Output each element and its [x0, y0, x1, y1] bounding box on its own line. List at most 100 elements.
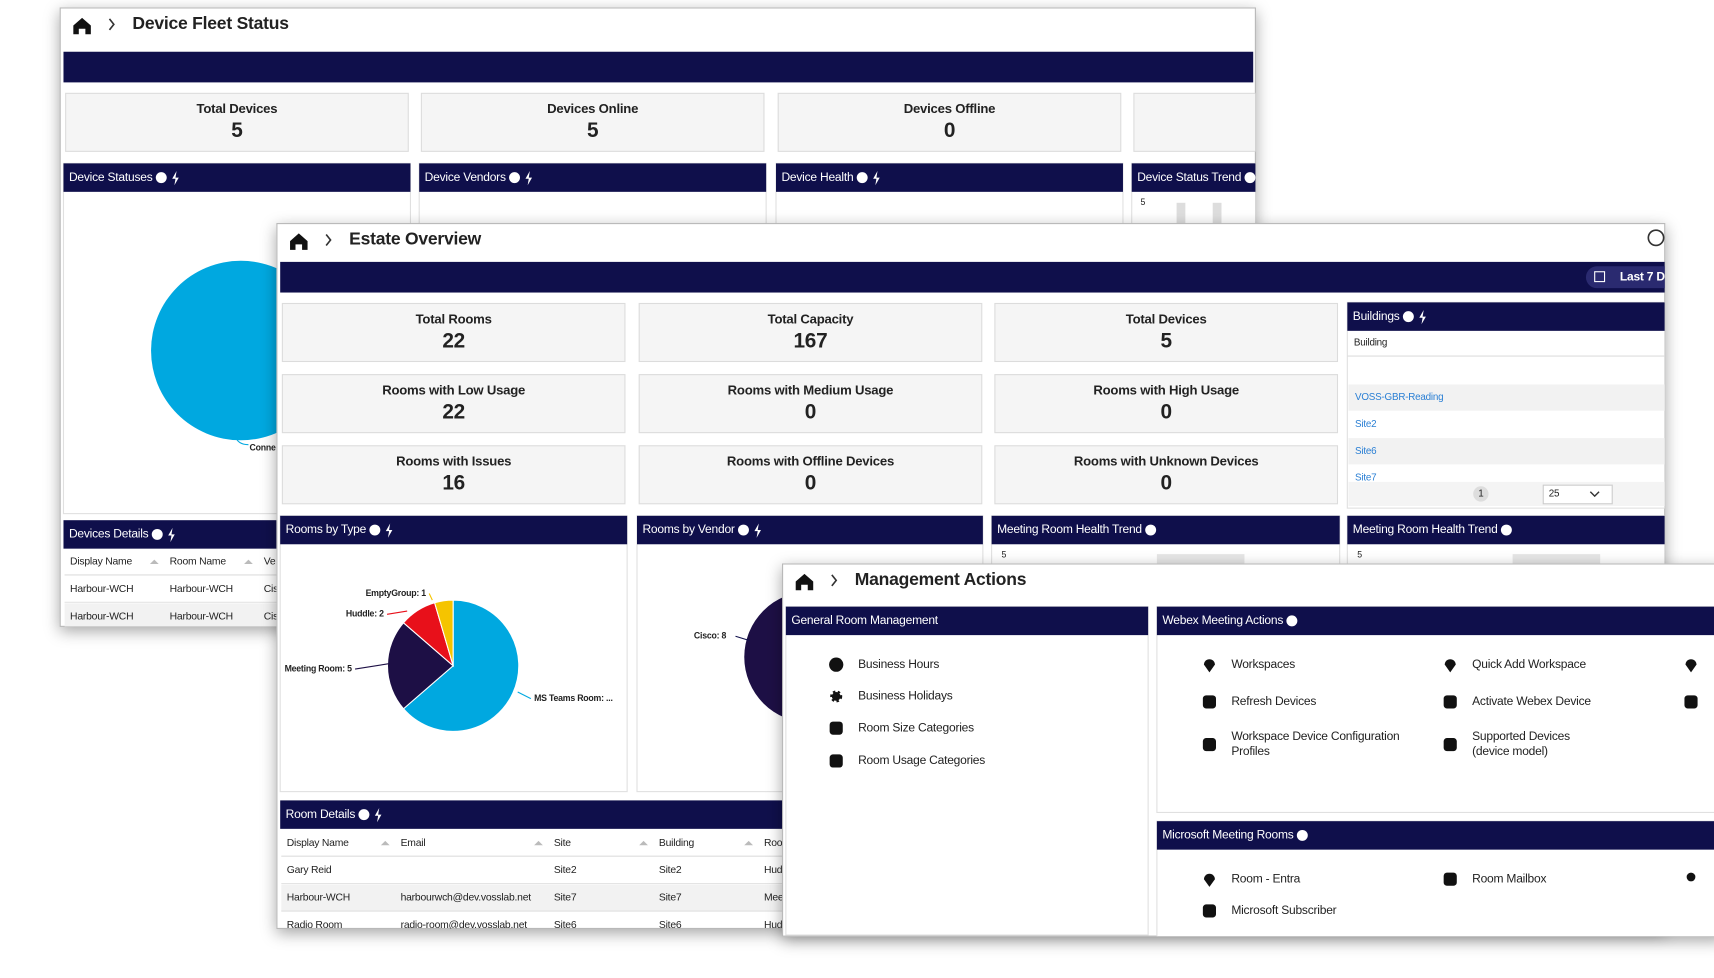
building-link[interactable]: VOSS-GBR-Reading — [1355, 392, 1444, 403]
bolt-icon[interactable] — [374, 808, 382, 823]
y-tick-label: 5 — [1357, 550, 1362, 560]
home-icon[interactable] — [73, 17, 91, 35]
person-icon — [1686, 872, 1696, 882]
action-item[interactable]: Business Holidays — [858, 689, 953, 703]
y-tick-label: 5 — [1001, 550, 1006, 560]
action-item[interactable]: Refresh Devices — [1231, 694, 1316, 708]
panel-title: Devices Details — [69, 527, 149, 541]
home-icon[interactable] — [795, 573, 814, 591]
panel-header — [1347, 302, 1665, 331]
stat-value: 0 — [1161, 400, 1172, 423]
bolt-icon[interactable] — [1261, 171, 1268, 185]
pie-slice — [386, 621, 454, 710]
leader — [517, 691, 532, 700]
bolt-icon[interactable] — [1419, 310, 1426, 325]
action-item[interactable]: Room Mailbox — [1472, 871, 1547, 885]
action-item[interactable]: Microsoft Subscriber — [1231, 903, 1337, 917]
bolt-icon[interactable] — [172, 171, 179, 186]
info-icon[interactable] — [737, 524, 749, 536]
calendar-icon — [1594, 271, 1606, 283]
building-link[interactable]: Site6 — [1355, 446, 1377, 457]
panel-header — [1156, 606, 1714, 636]
clock-icon — [829, 657, 844, 672]
bolt-icon[interactable] — [385, 523, 393, 538]
action-item[interactable]: Workspaces — [1231, 657, 1295, 671]
info-icon[interactable] — [369, 524, 381, 536]
info-icon[interactable] — [1402, 311, 1414, 323]
stat-label: Rooms with Low Usage — [382, 383, 525, 398]
chevron — [108, 18, 115, 31]
window-title: Device Fleet Status — [132, 13, 289, 33]
info-icon[interactable] — [1145, 524, 1157, 536]
info-icon[interactable] — [151, 528, 163, 540]
stat-card — [994, 374, 1339, 434]
action-item[interactable]: Quick Add Workspace — [1472, 657, 1587, 671]
action-icon — [1202, 695, 1216, 709]
sort-icon — [534, 840, 543, 846]
info-icon[interactable] — [856, 172, 868, 184]
column-header: Building — [659, 838, 695, 849]
cell: Gary Reid — [287, 865, 332, 876]
stat-label: Total Devices — [197, 101, 278, 116]
action-item[interactable]: Supported Devices (device model) — [1472, 729, 1570, 758]
trend-bar — [1176, 202, 1186, 225]
action-icon — [829, 754, 843, 768]
stat-card — [638, 302, 983, 363]
bolt-icon[interactable] — [754, 523, 761, 538]
stat-card — [281, 374, 626, 434]
action-item[interactable]: Room Size Categories — [858, 720, 974, 734]
stat-label: Total Devices — [1126, 311, 1207, 326]
info-icon[interactable] — [1296, 829, 1308, 841]
page-button[interactable] — [1473, 486, 1489, 502]
pie-label: EmptyGroup: 1 — [366, 588, 427, 598]
refresh-icon[interactable] — [1647, 229, 1665, 247]
stat-card — [994, 445, 1339, 505]
cell: Radio Room — [287, 920, 342, 931]
action-item[interactable]: Room - Entra — [1231, 871, 1301, 885]
date-button[interactable] — [1585, 266, 1685, 289]
stat-card — [1133, 92, 1256, 152]
info-icon[interactable] — [155, 172, 167, 184]
bolt-icon[interactable] — [168, 527, 175, 543]
leader — [234, 435, 249, 446]
building-link[interactable]: Site7 — [1355, 473, 1377, 484]
stat-label: Devices Offline — [904, 101, 996, 116]
info-icon[interactable] — [1286, 615, 1298, 627]
bolt-icon[interactable] — [525, 171, 533, 186]
pie-label: Conne — [250, 442, 276, 452]
chevron — [831, 574, 838, 587]
action-item[interactable]: Room Usage Categories — [858, 753, 985, 767]
info-icon[interactable] — [1244, 172, 1256, 184]
panel-title: Device Vendors — [425, 170, 506, 184]
bolt-icon[interactable] — [873, 171, 880, 186]
action-item[interactable]: Business Hours — [858, 657, 940, 671]
building-link[interactable]: Site2 — [1355, 419, 1377, 430]
info-icon[interactable] — [509, 172, 520, 184]
stat-label: D — [1301, 101, 1310, 116]
cell: Site2 — [659, 865, 682, 876]
chevron — [1589, 491, 1600, 498]
panel-title: Meeting Room Health Trend — [1353, 522, 1498, 536]
pin-icon — [1203, 659, 1215, 673]
panel-header — [785, 606, 1149, 636]
stat-value: 5 — [231, 119, 242, 142]
window-title: Estate Overview — [349, 229, 482, 249]
stat-label: Rooms with Issues — [396, 454, 511, 469]
panel-title: Device Status Trend — [1137, 170, 1241, 184]
action-item[interactable]: Activate Webex Device — [1472, 694, 1591, 708]
action-icon — [1202, 738, 1216, 752]
page-size-select[interactable] — [1542, 484, 1613, 505]
cell: radio-room@dev.vosslab.net — [401, 920, 528, 931]
action-item[interactable]: Workspace Device Configuration Profiles — [1231, 729, 1399, 758]
cell: Cis — [264, 584, 278, 595]
sort-icon — [380, 840, 390, 846]
info-icon[interactable] — [358, 809, 370, 821]
info-icon[interactable] — [1500, 524, 1512, 536]
home-icon[interactable] — [290, 233, 308, 250]
leader — [354, 663, 390, 670]
column-header: Site — [554, 838, 571, 849]
y-tick-label: 5 — [1140, 197, 1145, 207]
sort-icon — [639, 840, 648, 846]
panel-title: Buildings — [1353, 309, 1400, 323]
